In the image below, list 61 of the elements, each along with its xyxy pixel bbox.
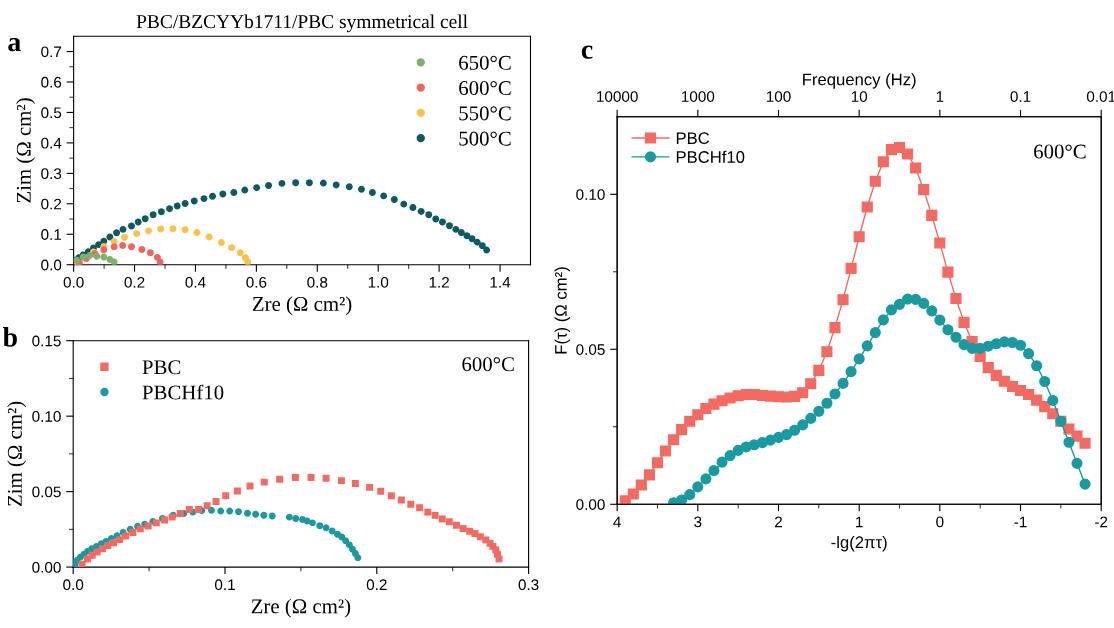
y-tick-label: 0.05: [576, 344, 605, 355]
x2-tick-label: 100: [766, 91, 791, 102]
x-tick-label: 1.4: [490, 277, 511, 288]
y-tick-label: 0.6: [41, 76, 62, 88]
y-axis-title: Zim (Ω cm²): [16, 98, 36, 203]
x-tick-label: 3: [694, 516, 702, 528]
x2-axis-title: Frequency (Hz): [803, 73, 916, 89]
x-tick-label: 0.6: [246, 276, 267, 288]
y-tick-label: 0.00: [32, 561, 61, 573]
y-tick-label: 0.5: [41, 107, 62, 119]
x-tick-label: 0.1: [214, 579, 235, 591]
x-tick-label: 2: [775, 516, 782, 528]
y-tick-label: 0.15: [32, 335, 61, 347]
y-tick-label: 0.10: [32, 411, 61, 422]
x-tick-label: 0.2: [124, 276, 145, 288]
x-tick-label: 0.3: [518, 579, 539, 591]
x-tick-label: 4: [613, 516, 621, 528]
y-axis-title: Zim (Ω cm²): [7, 401, 27, 506]
y-tick-label: 0.1: [41, 229, 62, 240]
y-tick-label: 0.7: [41, 46, 62, 58]
x-tick-label: 0.2: [366, 579, 387, 591]
text: c: [581, 45, 593, 59]
x2-tick-label: 10000: [597, 91, 638, 102]
annotation: 600°C: [462, 357, 514, 372]
x2-tick-label: 10: [851, 91, 868, 102]
text: a: [8, 37, 21, 52]
x-tick-label: 1: [856, 516, 863, 528]
legend-label: PBC: [142, 360, 181, 375]
x-tick-label: 0.0: [63, 579, 84, 591]
legend-label: PBCHf10: [676, 150, 745, 163]
chart-title: PBC/BZCYYb1711/PBC symmetrical cell: [136, 14, 468, 33]
x-tick-label: -1: [1014, 516, 1027, 528]
x2-tick-label: 1000: [682, 91, 715, 102]
x-tick-label: 0: [936, 516, 944, 528]
x2-tick-label: 0.1: [1010, 91, 1031, 102]
x-tick-label: 1.0: [368, 276, 389, 288]
y-tick-label: 0.2: [41, 198, 62, 210]
y-tick-label: 0.05: [32, 486, 61, 498]
y-tick-label: 0.4: [41, 137, 62, 149]
y-tick-label: 0.3: [41, 168, 62, 180]
x2-tick-label: 1: [936, 91, 944, 102]
y-tick-label: 0.10: [576, 189, 605, 200]
x-axis-title: -lg(2πτ): [831, 535, 887, 552]
text: b: [2, 327, 17, 347]
x-tick-label: 0.0: [63, 276, 84, 288]
x-tick-label: 0.4: [185, 276, 206, 288]
legend-label: 600°C: [459, 81, 511, 96]
legend-label: PBCHf10: [142, 384, 224, 400]
legend-label: 550°C: [459, 106, 511, 121]
x-axis-title: Zre (Ω cm²): [251, 598, 351, 618]
y-tick-label: 0.0: [41, 259, 62, 271]
y-axis-title: F(τ) (Ω cm²): [554, 267, 571, 354]
x-tick-label: 0.8: [307, 276, 328, 288]
x-tick-label: -2: [1095, 516, 1108, 528]
y-tick-label: 0.00: [576, 499, 605, 510]
legend-label: PBC: [676, 132, 710, 145]
x-axis-title: Zre (Ω cm²): [252, 296, 352, 316]
x-tick-label: 1.2: [429, 276, 449, 288]
legend-label: 500°C: [459, 131, 511, 146]
legend-label: 650°C: [459, 55, 511, 70]
annotation: 600°C: [1034, 144, 1086, 159]
